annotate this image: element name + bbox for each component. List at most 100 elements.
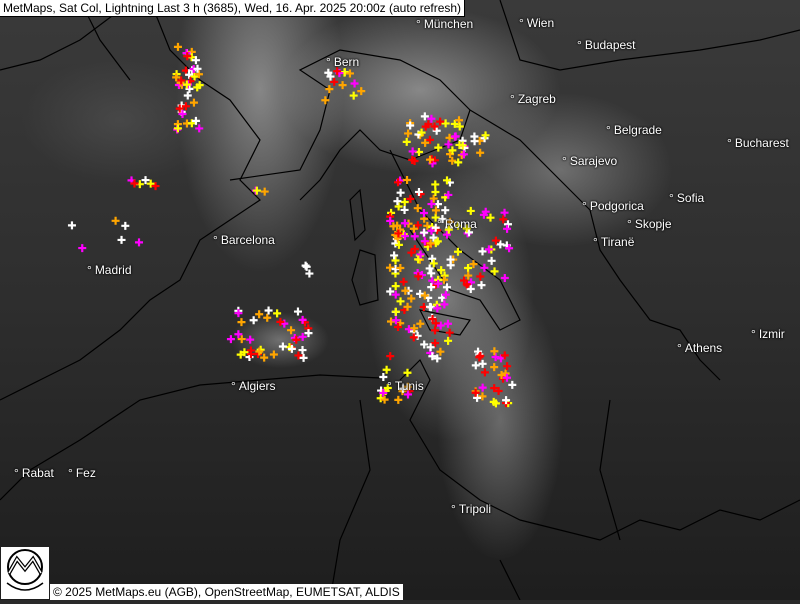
lightning-strike-icon xyxy=(298,346,307,355)
lightning-strike-icon xyxy=(394,322,403,331)
lightning-strike-icon xyxy=(396,188,405,197)
city-label: Sarajevo xyxy=(562,154,617,168)
lightning-strike-icon xyxy=(408,147,417,156)
lightning-strike-icon xyxy=(298,332,307,341)
lightning-strike-icon xyxy=(491,353,500,362)
lightning-strike-icon xyxy=(400,205,409,214)
lightning-strike-icon xyxy=(454,247,462,256)
lightning-strike-icon xyxy=(450,119,459,128)
lightning-strike-icon xyxy=(400,219,409,228)
lightning-strike-icon xyxy=(440,300,449,309)
city-label: Tripoli xyxy=(451,502,491,516)
lightning-strike-icon xyxy=(299,353,308,362)
lightning-strike-icon xyxy=(414,255,423,264)
lightning-strike-icon xyxy=(390,251,399,260)
lightning-strike-icon xyxy=(386,287,395,296)
lightning-strike-icon xyxy=(324,68,333,77)
lightning-strike-icon xyxy=(426,343,435,352)
lightning-strike-icon xyxy=(444,140,453,149)
lightning-strike-icon xyxy=(420,340,429,349)
lightning-strike-icon xyxy=(455,122,464,131)
city-label: Podgorica xyxy=(582,199,644,213)
lightning-strike-icon xyxy=(466,206,475,215)
lightning-strike-icon xyxy=(462,280,471,289)
lightning-strike-icon xyxy=(191,116,200,125)
lightning-strike-icon xyxy=(428,352,437,361)
lightning-strike-icon xyxy=(382,365,391,374)
lightning-strike-icon xyxy=(427,200,436,209)
lightning-strike-icon xyxy=(431,339,440,348)
lightning-strike-icon xyxy=(420,228,429,237)
lightning-strike-icon xyxy=(431,326,440,335)
lightning-strike-icon xyxy=(427,114,436,123)
lightning-strike-icon xyxy=(403,368,412,377)
lightning-strike-icon xyxy=(502,373,511,382)
lightning-strike-icon xyxy=(287,326,296,335)
lightning-strike-icon xyxy=(478,359,487,368)
lightning-strike-icon xyxy=(476,351,485,360)
lightning-strike-icon xyxy=(429,194,438,203)
lightning-strike-icon xyxy=(413,221,422,230)
lightning-strike-icon xyxy=(252,186,261,195)
lightning-strike-icon xyxy=(185,84,194,93)
lightning-strike-icon xyxy=(394,178,403,187)
lightning-strike-icon xyxy=(399,277,408,286)
lightning-strike-icon xyxy=(500,274,509,283)
lightning-strike-icon xyxy=(446,261,455,270)
lightning-strike-icon xyxy=(437,266,446,275)
lightning-strike-icon xyxy=(481,131,490,140)
lightning-strike-icon xyxy=(293,307,302,316)
city-label: Sofia xyxy=(669,191,704,205)
lightning-strike-icon xyxy=(442,283,451,292)
lightning-strike-icon xyxy=(428,254,437,263)
lightning-strike-icon xyxy=(436,347,445,356)
lightning-strike-icon xyxy=(403,302,412,311)
lightning-strike-icon xyxy=(413,331,422,340)
lightning-strike-icon xyxy=(410,232,419,241)
lightning-strike-icon xyxy=(442,176,451,185)
lightning-strike-icon xyxy=(436,321,445,330)
lightning-strike-icon xyxy=(497,370,506,379)
lightning-strike-icon xyxy=(487,256,496,265)
lightning-strike-icon xyxy=(237,335,246,344)
lightning-strike-icon xyxy=(194,70,203,79)
lightning-strike-icon xyxy=(425,135,434,144)
lightning-strike-icon xyxy=(420,237,429,246)
lightning-strike-icon xyxy=(431,188,440,197)
metmaps-logo[interactable] xyxy=(1,547,49,599)
lightning-strike-icon xyxy=(345,69,354,78)
city-label: Bucharest xyxy=(727,136,789,150)
lightning-strike-icon xyxy=(404,129,413,138)
lightning-strike-icon xyxy=(441,119,450,128)
lightning-strike-icon xyxy=(260,187,269,196)
lightning-strike-icon xyxy=(481,207,490,216)
lightning-strike-icon xyxy=(304,329,313,338)
city-label: Belgrade xyxy=(606,123,662,137)
lightning-strike-icon xyxy=(406,194,415,203)
lightning-strike-icon xyxy=(414,272,423,281)
lightning-strike-icon xyxy=(416,319,425,328)
lightning-strike-icon xyxy=(263,313,272,322)
lightning-strike-icon xyxy=(349,91,358,100)
lightning-strike-icon xyxy=(427,269,436,278)
lightning-strike-icon xyxy=(459,150,468,159)
lightning-strike-icon xyxy=(505,244,514,253)
city-label: Athens xyxy=(677,341,722,355)
lightning-strike-icon xyxy=(376,394,385,403)
lightning-strike-icon xyxy=(431,180,440,189)
lightning-strike-icon xyxy=(433,304,442,313)
lightning-strike-icon xyxy=(386,216,395,225)
lightning-strike-icon xyxy=(175,104,184,113)
lightning-strike-icon xyxy=(111,216,120,225)
lightning-strike-icon xyxy=(287,344,296,353)
lightning-strike-icon xyxy=(414,187,423,196)
copyright-notice: © 2025 MetMaps.eu (AGB), OpenStreetMap, … xyxy=(50,584,403,600)
lightning-strike-icon xyxy=(466,285,475,294)
lightning-strike-icon xyxy=(177,76,186,85)
lightning-strike-icon xyxy=(423,221,432,230)
lightning-strike-icon xyxy=(402,137,411,146)
lightning-strike-icon xyxy=(396,297,405,306)
lightning-strike-icon xyxy=(325,85,334,94)
lightning-strike-icon xyxy=(426,239,435,248)
